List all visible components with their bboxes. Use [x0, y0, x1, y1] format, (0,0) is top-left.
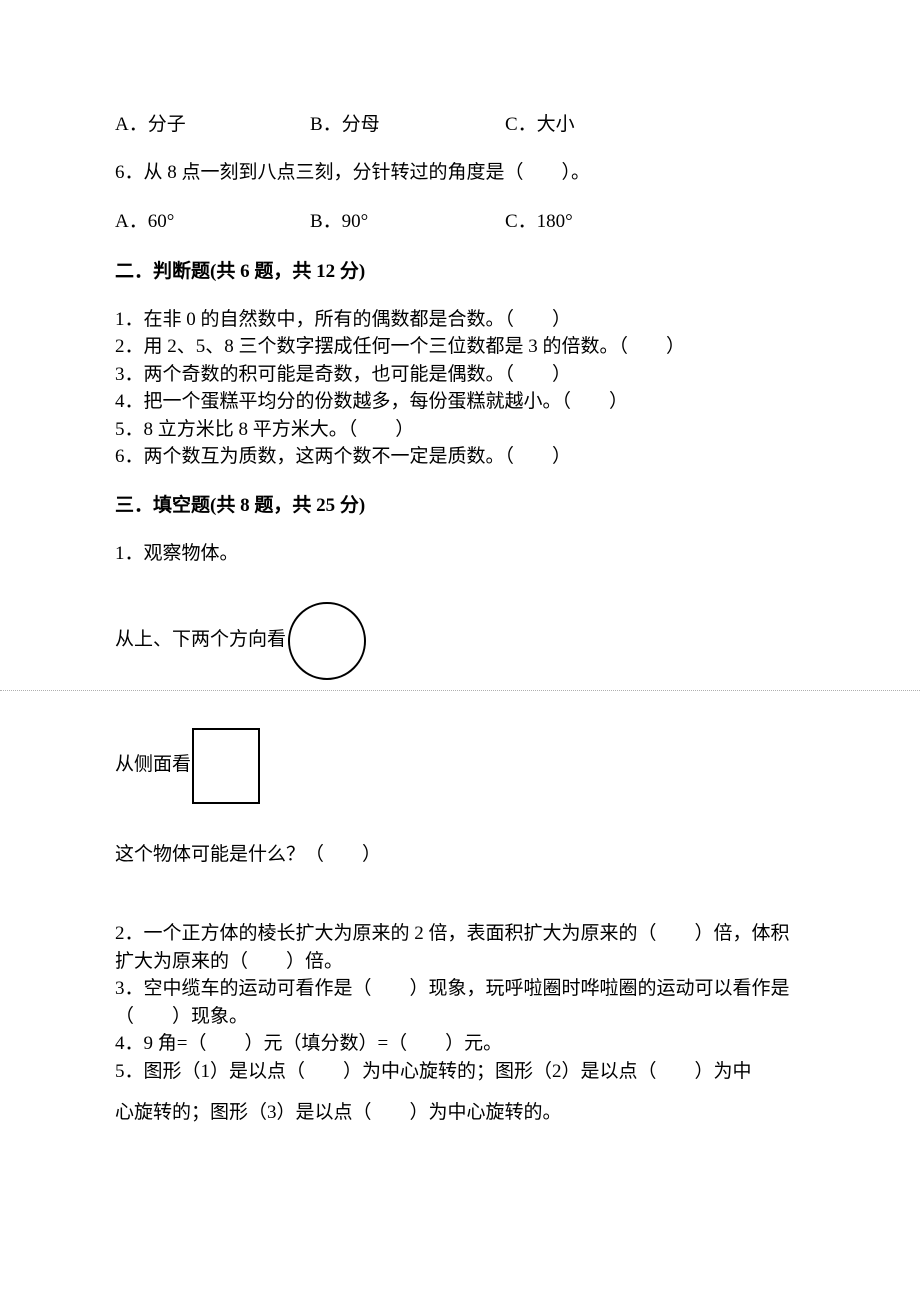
- square-icon: [191, 727, 261, 805]
- fb-q1-side-label: 从侧面看: [115, 750, 191, 780]
- circle-icon: [286, 600, 368, 682]
- fb-q4: 4．9 角=（ ）元（填分数）=（ ）元。: [115, 1030, 805, 1058]
- section3-title: 三．填空题(共 8 题，共 25 分): [115, 491, 805, 521]
- mc6-stem: 6．从 8 点一刻到八点三刻，分针转过的角度是（ ）。: [115, 158, 805, 188]
- fb-q1-stem: 1．观察物体。: [115, 539, 805, 569]
- fb-q1-ask: 这个物体可能是什么？（ ）: [115, 840, 805, 870]
- mc5-options: A．分子 B．分母 C．大小: [115, 110, 805, 140]
- tf-q3: 3．两个奇数的积可能是奇数，也可能是偶数。（ ）: [115, 361, 805, 389]
- page-divider: [0, 690, 920, 692]
- fb-remaining: 2．一个正方体的棱长扩大为原来的 2 倍，表面积扩大为原来的（ ）倍，体积扩大为…: [115, 920, 805, 1127]
- tf-q1: 1．在非 0 的自然数中，所有的偶数都是合数。（ ）: [115, 306, 805, 334]
- fb-q5-line2: 心旋转的；图形（3）是以点（ ）为中心旋转的。: [115, 1099, 805, 1127]
- fb-q5-line1: 5．图形（1）是以点（ ）为中心旋转的；图形（2）是以点（ ）为中: [115, 1058, 805, 1086]
- mc6-opt-b: B．90°: [310, 207, 505, 237]
- section2-questions: 1．在非 0 的自然数中，所有的偶数都是合数。（ ） 2．用 2、5、8 三个数…: [115, 306, 805, 471]
- mc5-opt-a: A．分子: [115, 110, 310, 140]
- mc6-options: A．60° B．90° C．180°: [115, 207, 805, 237]
- mc6-opt-a: A．60°: [115, 207, 310, 237]
- fb-q3: 3．空中缆车的运动可看作是（ ）现象，玩呼啦圈时哗啦圈的运动可以看作是（ ）现象…: [115, 975, 805, 1030]
- fb-q1-topbottom-label: 从上、下两个方向看: [115, 625, 286, 655]
- section2-title: 二．判断题(共 6 题，共 12 分): [115, 257, 805, 287]
- mc6-opt-c: C．180°: [505, 207, 573, 237]
- fb-q1-side-row: 从侧面看: [115, 727, 805, 805]
- tf-q5: 5．8 立方米比 8 平方米大。（ ）: [115, 416, 805, 444]
- mc5-opt-c: C．大小: [505, 110, 575, 140]
- tf-q2: 2．用 2、5、8 三个数字摆成任何一个三位数都是 3 的倍数。（ ）: [115, 333, 805, 361]
- tf-q6: 6．两个数互为质数，这两个数不一定是质数。（ ）: [115, 443, 805, 471]
- fb-q2: 2．一个正方体的棱长扩大为原来的 2 倍，表面积扩大为原来的（ ）倍，体积扩大为…: [115, 920, 805, 975]
- tf-q4: 4．把一个蛋糕平均分的份数越多，每份蛋糕就越小。（ ）: [115, 388, 805, 416]
- fb-q1-topbottom-row: 从上、下两个方向看: [115, 600, 805, 682]
- mc5-opt-b: B．分母: [310, 110, 505, 140]
